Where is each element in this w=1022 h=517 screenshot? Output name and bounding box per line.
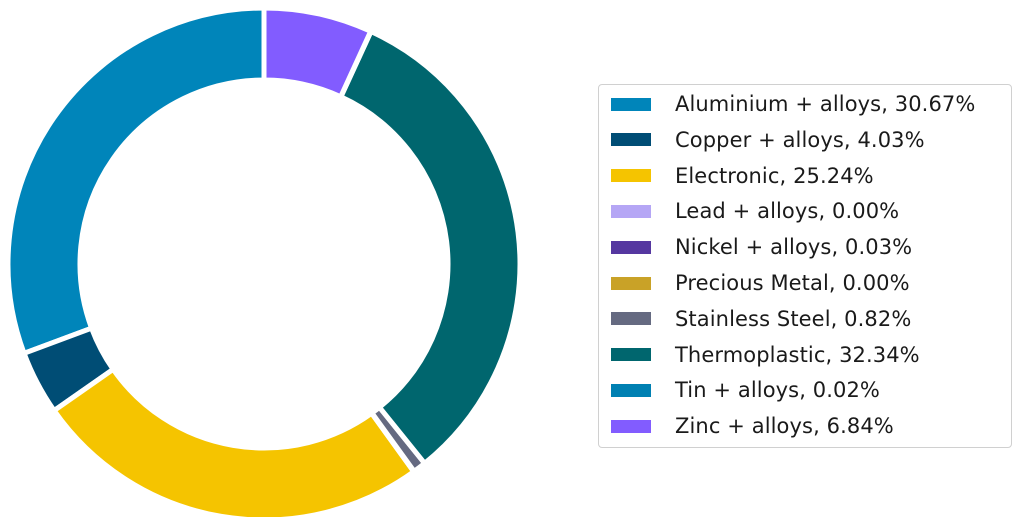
legend-label: Aluminium + alloys, 30.67%	[675, 92, 976, 116]
legend-item: Stainless Steel, 0.82%	[599, 302, 911, 336]
legend-item: Thermoplastic, 32.34%	[599, 338, 920, 372]
legend: Aluminium + alloys, 30.67% Copper + alloy…	[598, 84, 1012, 448]
legend-label: Stainless Steel, 0.82%	[675, 306, 912, 331]
legend-label: Thermoplastic, 32.34%	[675, 342, 920, 367]
legend-item: Electronic, 25.24%	[599, 159, 874, 193]
legend-item: Aluminium + alloys, 30.67%	[599, 87, 975, 121]
legend-swatch	[611, 169, 651, 183]
legend-label: Lead + alloys, 0.00%	[675, 199, 900, 224]
legend-item: Precious Metal, 0.00%	[599, 266, 910, 300]
legend-swatch	[611, 240, 651, 254]
donut-slice-zinc-alloys	[261, 5, 374, 101]
legend-swatch	[611, 204, 651, 218]
donut-slice-thermoplastic	[337, 28, 523, 467]
legend-item: Nickel + alloys, 0.03%	[599, 230, 912, 264]
legend-label: Zinc + alloys, 6.84%	[675, 414, 894, 439]
legend-label: Precious Metal, 0.00%	[675, 271, 910, 295]
legend-swatch	[611, 312, 651, 326]
legend-swatch	[611, 276, 651, 290]
legend-swatch	[611, 97, 651, 111]
legend-swatch	[611, 383, 651, 397]
donut-slice-electronic	[50, 365, 418, 517]
legend-label: Nickel + alloys, 0.03%	[675, 235, 913, 260]
legend-label: Electronic, 25.24%	[675, 163, 874, 188]
legend-item: Tin + alloys, 0.02%	[599, 373, 880, 407]
legend-item: Copper + alloys, 4.03%	[599, 123, 925, 157]
legend-item: Lead + alloys, 0.00%	[599, 194, 899, 228]
legend-swatch	[611, 348, 651, 362]
legend-label: Tin + alloys, 0.02%	[675, 378, 880, 403]
legend-label: Copper + alloys, 4.03%	[675, 127, 925, 152]
legend-swatch	[611, 419, 651, 433]
legend-item: Zinc + alloys, 6.84%	[599, 409, 894, 443]
legend-swatch	[611, 133, 651, 147]
donut-slice-aluminium-alloys	[5, 5, 267, 357]
